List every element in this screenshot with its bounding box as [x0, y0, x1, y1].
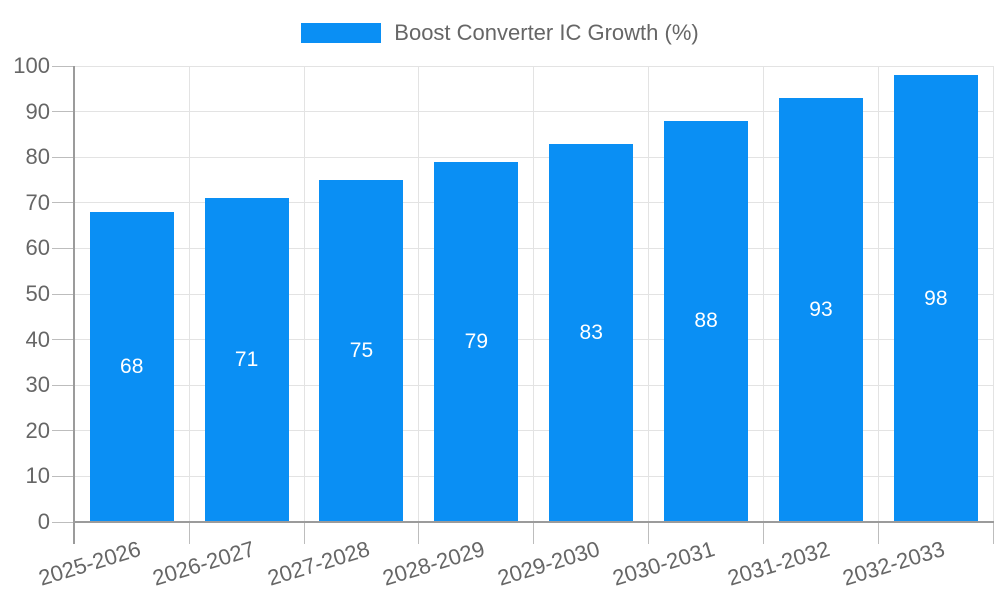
x-tick-mark	[418, 522, 420, 544]
x-tick-mark	[763, 522, 765, 544]
x-tick-label: 2031-2032	[724, 536, 833, 591]
y-tick-label: 100	[13, 53, 50, 78]
x-tick-label: 2027-2028	[264, 536, 373, 591]
bar	[89, 211, 174, 521]
x-tick-label: 2028-2029	[379, 536, 488, 591]
bar-value-label: 75	[349, 339, 374, 362]
bar	[778, 97, 863, 521]
bar-value-label: 79	[464, 329, 489, 353]
y-axis-line	[72, 66, 75, 544]
y-tick-mark	[52, 111, 75, 113]
y-tick-label: 40	[25, 326, 50, 352]
y-tick-mark	[52, 247, 75, 249]
y-tick-label: 30	[25, 372, 50, 398]
y-tick-mark	[52, 293, 75, 295]
y-tick-mark	[52, 65, 75, 67]
y-tick-label: 20	[25, 417, 50, 443]
x-tick-mark	[533, 522, 535, 544]
v-gridline	[533, 66, 535, 522]
y-tick-mark	[52, 475, 75, 477]
v-gridline	[648, 66, 650, 522]
y-tick-mark	[52, 202, 75, 204]
y-tick-mark	[52, 521, 75, 523]
x-tick-mark	[188, 522, 190, 544]
x-tick-label: 2025-2026	[35, 536, 144, 591]
x-tick-label: 2030-2031	[609, 536, 718, 591]
v-gridline	[418, 66, 420, 522]
v-gridline	[763, 66, 765, 522]
bar-value-label: 88	[694, 309, 718, 333]
bar	[204, 198, 289, 521]
bar	[434, 161, 519, 521]
x-axis-line	[72, 521, 994, 523]
bar	[664, 120, 749, 521]
bar-value-label: 98	[924, 286, 948, 310]
x-tick-label: 2032-2033	[839, 536, 948, 591]
x-tick-mark	[992, 522, 994, 544]
bar-value-label: 83	[579, 320, 603, 344]
legend-swatch	[301, 23, 382, 43]
bar-value-label: 68	[120, 354, 144, 378]
x-tick-label: 2026-2027	[150, 536, 258, 591]
v-gridline	[188, 66, 190, 522]
bar	[319, 180, 404, 521]
v-gridline	[992, 66, 994, 522]
y-tick-label: 60	[25, 235, 50, 261]
x-tick-mark	[303, 522, 305, 544]
y-tick-label: 10	[25, 463, 50, 489]
y-tick-mark	[52, 384, 75, 386]
y-tick-label: 70	[25, 189, 50, 215]
legend-label: Boost Converter IC Growth (%)	[394, 20, 699, 45]
v-gridline	[877, 66, 879, 522]
y-tick-mark	[52, 430, 75, 432]
bar-value-label: 93	[809, 297, 833, 321]
x-tick-mark	[648, 522, 650, 544]
y-tick-label: 90	[25, 98, 50, 124]
x-tick-mark	[877, 522, 879, 544]
bar	[549, 143, 634, 521]
legend[interactable]: Boost Converter IC Growth (%)	[0, 21, 1000, 45]
v-gridline	[303, 66, 305, 522]
y-tick-label: 50	[25, 281, 50, 306]
y-tick-mark	[52, 339, 75, 341]
x-tick-label: 2029-2030	[494, 536, 603, 591]
y-tick-label: 80	[25, 144, 50, 170]
y-tick-mark	[52, 156, 75, 158]
y-tick-label: 0	[37, 509, 50, 534]
bar-value-label: 71	[234, 348, 259, 372]
bar	[893, 75, 978, 521]
